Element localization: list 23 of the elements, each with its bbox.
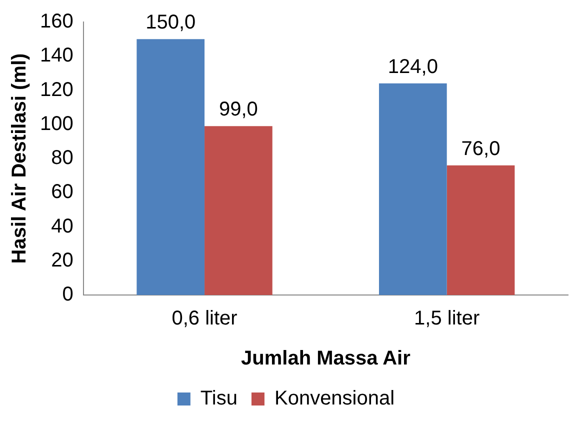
y-axis-title: Hasil Air Destilasi (ml) [8,53,31,264]
y-tick-label: 20 [51,249,74,272]
bar [446,165,515,295]
data-label: 76,0 [461,138,500,160]
data-label: 150,0 [146,12,196,34]
bar [136,39,205,295]
y-tick-label: 80 [51,147,74,170]
y-tick-label: 140 [40,44,74,67]
bar [378,83,447,295]
bar [204,126,272,295]
legend-label: Konvensional [274,388,395,410]
data-label: 124,0 [388,56,438,78]
data-label: 99,0 [218,98,258,121]
legend-label: Tisu [200,388,238,410]
y-tick-label: 40 [51,215,74,238]
y-tick-label: 160 [40,10,74,33]
x-tick-label: 0,6 liter [172,308,238,330]
y-tick-label: 0 [62,284,74,306]
y-tick-label: 100 [40,112,74,135]
x-tick-label: 1,5 liter [414,308,480,330]
x-axis-title: Jumlah Massa Air [241,348,411,370]
y-tick-label: 120 [40,78,74,101]
y-tick-label: 60 [51,181,74,204]
